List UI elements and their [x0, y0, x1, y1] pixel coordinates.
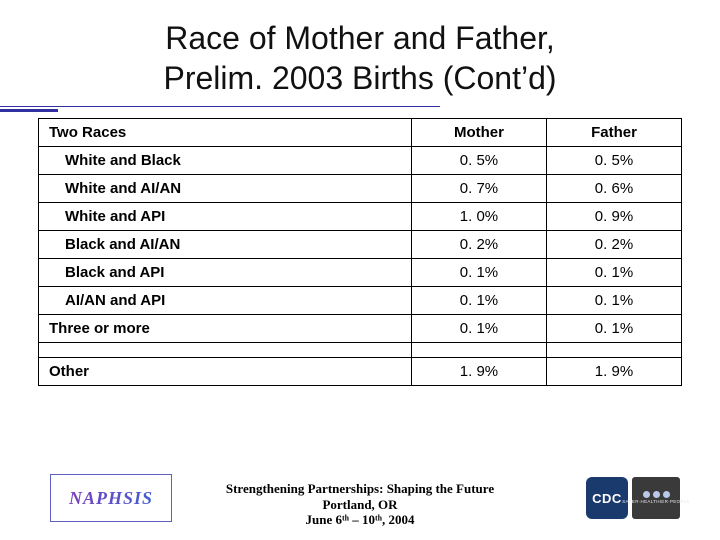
- row-mother-value: 1. 9%: [411, 358, 546, 386]
- table-row: [39, 343, 682, 358]
- slide: Race of Mother and Father, Prelim. 2003 …: [0, 0, 720, 540]
- col-header-father: Father: [546, 119, 681, 147]
- table-row: Other1. 9%1. 9%: [39, 358, 682, 386]
- row-mother-value: 0. 1%: [411, 315, 546, 343]
- table-body: White and Black0. 5%0. 5%White and AI/AN…: [39, 147, 682, 386]
- slide-title: Race of Mother and Father, Prelim. 2003 …: [0, 0, 720, 106]
- table-row: Black and AI/AN0. 2%0. 2%: [39, 231, 682, 259]
- row-mother-value: 0. 1%: [411, 287, 546, 315]
- table-row: Three or more0. 1%0. 1%: [39, 315, 682, 343]
- col-header-mother: Mother: [411, 119, 546, 147]
- row-label: Black and AI/AN: [39, 231, 412, 259]
- footer-line-2: Portland, OR: [322, 497, 397, 512]
- row-father-value: 0. 9%: [546, 203, 681, 231]
- row-label: White and Black: [39, 147, 412, 175]
- cdc-side-panel: SAFER·HEALTHIER·PEOPLE: [632, 477, 680, 519]
- row-father-value: 1. 9%: [546, 358, 681, 386]
- row-label: Black and API: [39, 259, 412, 287]
- rule-short: [0, 109, 58, 112]
- cdc-dot: [663, 491, 670, 498]
- row-label: Three or more: [39, 315, 412, 343]
- cdc-badge-text: CDC: [592, 491, 622, 506]
- footer-line-3: June 6ᵗʰ – 10ᵗʰ, 2004: [306, 512, 415, 527]
- row-label: White and AI/AN: [39, 175, 412, 203]
- title-line-2: Prelim. 2003 Births (Cont’d): [163, 60, 556, 96]
- title-rule: [0, 106, 720, 112]
- row-mother-value: 0. 5%: [411, 147, 546, 175]
- table-row: White and Black0. 5%0. 5%: [39, 147, 682, 175]
- title-line-1: Race of Mother and Father,: [165, 20, 555, 56]
- footer-line-1: Strengthening Partnerships: Shaping the …: [226, 481, 494, 496]
- row-father-value: 0. 1%: [546, 259, 681, 287]
- cdc-dots: [643, 491, 670, 498]
- cdc-logo: CDC SAFER·HEALTHIER·PEOPLE: [586, 472, 682, 524]
- cdc-dot: [643, 491, 650, 498]
- spacer-cell: [39, 343, 412, 358]
- row-father-value: 0. 6%: [546, 175, 681, 203]
- row-father-value: 0. 2%: [546, 231, 681, 259]
- row-father-value: 0. 5%: [546, 147, 681, 175]
- row-mother-value: 0. 1%: [411, 259, 546, 287]
- row-label: AI/AN and API: [39, 287, 412, 315]
- row-father-value: 0. 1%: [546, 287, 681, 315]
- table-row: White and API1. 0%0. 9%: [39, 203, 682, 231]
- row-label: Other: [39, 358, 412, 386]
- data-table-wrap: Two Races Mother Father White and Black0…: [38, 118, 682, 386]
- spacer-cell: [411, 343, 546, 358]
- table-row: AI/AN and API0. 1%0. 1%: [39, 287, 682, 315]
- table-header-row: Two Races Mother Father: [39, 119, 682, 147]
- cdc-dot: [653, 491, 660, 498]
- rule-long: [0, 106, 440, 107]
- row-mother-value: 0. 2%: [411, 231, 546, 259]
- cdc-badge: CDC: [586, 477, 628, 519]
- row-label: White and API: [39, 203, 412, 231]
- row-mother-value: 1. 0%: [411, 203, 546, 231]
- row-mother-value: 0. 7%: [411, 175, 546, 203]
- col-header-category: Two Races: [39, 119, 412, 147]
- table-row: Black and API0. 1%0. 1%: [39, 259, 682, 287]
- spacer-cell: [546, 343, 681, 358]
- cdc-tagline: SAFER·HEALTHIER·PEOPLE: [622, 500, 690, 505]
- slide-footer: NAPHSIS Strengthening Partnerships: Shap…: [0, 464, 720, 534]
- data-table: Two Races Mother Father White and Black0…: [38, 118, 682, 386]
- row-father-value: 0. 1%: [546, 315, 681, 343]
- table-row: White and AI/AN0. 7%0. 6%: [39, 175, 682, 203]
